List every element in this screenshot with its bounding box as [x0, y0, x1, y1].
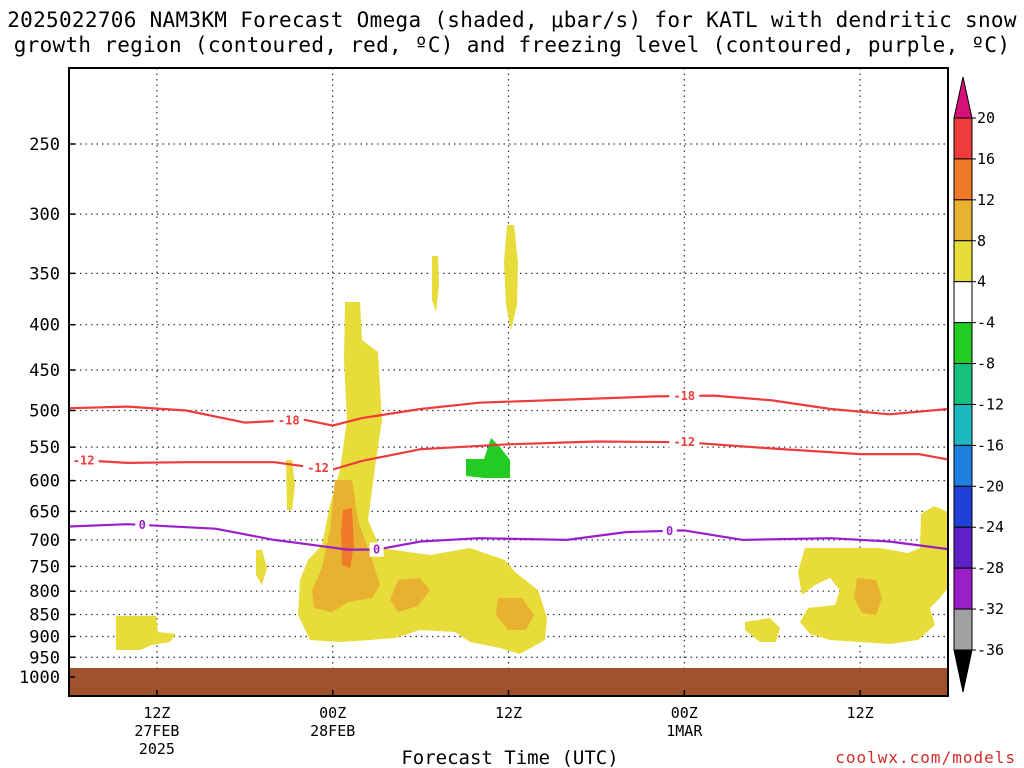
- y-tick-label: 350: [29, 264, 60, 284]
- y-tick-label: 600: [29, 472, 60, 492]
- colorbar-arrow-top: [953, 76, 973, 119]
- contour-line: [69, 394, 948, 427]
- colorbar-swatch: [953, 117, 973, 160]
- contour-label: -12: [673, 435, 695, 449]
- y-tick-label: 850: [29, 606, 60, 626]
- omega-region: [390, 578, 430, 612]
- omega-region: [854, 578, 882, 615]
- contour-label-bg: [135, 517, 150, 532]
- omega-region: [116, 616, 176, 650]
- x-tick-label: 12Z: [143, 704, 170, 722]
- y-tick-label: 700: [29, 531, 60, 551]
- omega-region: [745, 618, 780, 642]
- colorbar-swatch: [953, 322, 973, 365]
- contour-lines: -18 -18 -12 -12 -12 0 0 0: [69, 389, 948, 557]
- contour-line: [69, 440, 948, 471]
- colorbar-swatch: [953, 281, 973, 324]
- x-tick-date: 27FEB: [134, 722, 179, 740]
- contour-label: -12: [307, 461, 329, 475]
- colorbar-swatch: [953, 608, 973, 651]
- contour-label-bg: [369, 542, 384, 557]
- colorbar-swatch: [953, 485, 973, 528]
- colorbar-label: -28: [977, 559, 1004, 577]
- contour-label-bg: [662, 523, 677, 538]
- x-tick-label: 12Z: [847, 704, 874, 722]
- colorbar-label: 8: [977, 232, 986, 250]
- contour-label: -18: [673, 389, 695, 403]
- credit-text: coolwx.com/models: [835, 748, 1016, 767]
- chart-title-line-1: 2025022706 NAM3KM Forecast Omega (shaded…: [7, 8, 1017, 32]
- colorbar-label: 4: [977, 273, 986, 291]
- colorbar-label: -20: [977, 477, 1004, 495]
- y-tick-label: 650: [29, 502, 60, 522]
- colorbar-swatch: [953, 363, 973, 405]
- omega-region: [496, 598, 534, 630]
- contour-label: -12: [73, 453, 95, 467]
- y-tick-label: 250: [29, 135, 60, 155]
- contour-label-bg: [273, 413, 304, 428]
- colorbar-label: 16: [977, 150, 995, 168]
- contour-label-bg: [303, 460, 334, 475]
- x-tick-label: 00Z: [319, 704, 346, 722]
- colorbar-swatch: [953, 403, 973, 446]
- x-tick-year: 2025: [139, 740, 175, 758]
- contour-label-bg: [669, 435, 700, 450]
- omega-region: [341, 508, 354, 568]
- colorbar-label: -32: [977, 600, 1004, 618]
- colorbar-label: -36: [977, 641, 1004, 659]
- y-tick-label: 450: [29, 361, 60, 381]
- omega-region: [432, 256, 439, 312]
- contour-label-bg: [669, 389, 700, 404]
- colorbar-swatch: [953, 444, 973, 487]
- y-tick-label: 300: [29, 205, 60, 225]
- colorbar-label: -4: [977, 314, 995, 332]
- omega-region: [798, 506, 948, 644]
- y-tick-label: 1000: [19, 668, 60, 688]
- colorbar-swatch: [953, 199, 973, 242]
- y-axis: 2503003504004505005506006507007508008509…: [19, 135, 75, 688]
- contour-label: 0: [373, 543, 380, 557]
- x-axis-title: Forecast Time (UTC): [401, 747, 618, 768]
- colorbar-label: -16: [977, 436, 1004, 454]
- x-tick-label: 12Z: [495, 704, 522, 722]
- y-tick-label: 900: [29, 627, 60, 647]
- colorbar: 20 16 12 8 4 -4 -8 -12 -16 -20 -24 -28 -32 -36: [953, 76, 1004, 693]
- x-tick-date: 1MAR: [666, 722, 703, 740]
- contour-label-bg: [69, 453, 99, 468]
- x-tick-date: 28FEB: [310, 722, 355, 740]
- colorbar-arrow-bottom: [953, 649, 973, 693]
- y-tick-label: 750: [29, 557, 60, 577]
- omega-region: [504, 225, 518, 330]
- contour-label: 0: [666, 524, 673, 538]
- contour-line: [69, 523, 948, 551]
- y-tick-label: 950: [29, 648, 60, 668]
- colorbar-label: 20: [977, 109, 995, 127]
- chart-title-line-2: growth region (contoured, red, ºC) and f…: [13, 33, 1011, 57]
- contour-label: 0: [139, 518, 146, 532]
- colorbar-swatch: [953, 158, 973, 201]
- colorbar-swatch: [953, 567, 973, 610]
- colorbar-swatch: [953, 240, 973, 283]
- colorbar-label: -12: [977, 395, 1004, 413]
- contour-label: -18: [278, 413, 300, 427]
- y-tick-label: 800: [29, 582, 60, 602]
- colorbar-label: -8: [977, 355, 995, 373]
- omega-region: [286, 460, 295, 510]
- colorbar-label: 12: [977, 191, 995, 209]
- y-tick-label: 550: [29, 438, 60, 458]
- x-tick-label: 00Z: [671, 704, 698, 722]
- omega-region: [256, 550, 267, 585]
- colorbar-swatch: [953, 526, 973, 569]
- omega-shading: [116, 225, 948, 654]
- colorbar-label: -24: [977, 518, 1004, 536]
- y-tick-label: 400: [29, 316, 60, 336]
- omega-region: [466, 438, 510, 478]
- y-tick-label: 500: [29, 402, 60, 422]
